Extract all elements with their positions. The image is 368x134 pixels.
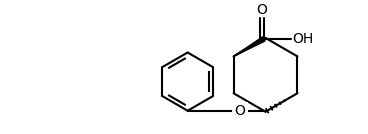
Text: O: O <box>234 104 245 118</box>
Text: O: O <box>256 3 267 17</box>
Polygon shape <box>234 37 265 56</box>
Text: OH: OH <box>292 32 313 46</box>
